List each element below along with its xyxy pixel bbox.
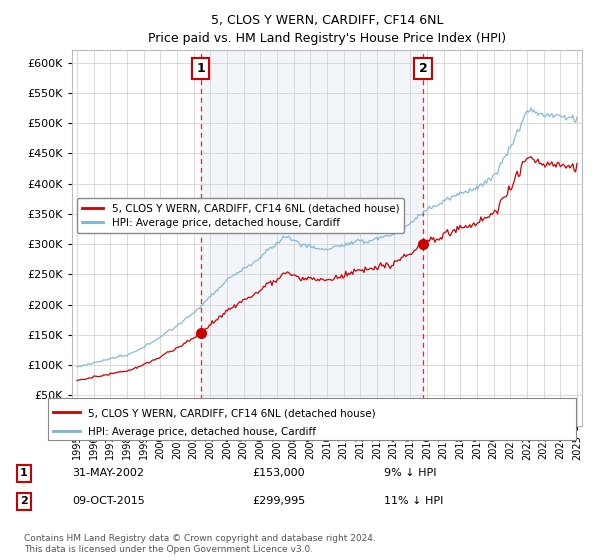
Text: HPI: Average price, detached house, Cardiff: HPI: Average price, detached house, Card… [88,427,316,437]
Title: 5, CLOS Y WERN, CARDIFF, CF14 6NL
Price paid vs. HM Land Registry's House Price : 5, CLOS Y WERN, CARDIFF, CF14 6NL Price … [148,14,506,45]
Text: 2: 2 [20,496,28,506]
Text: 5, CLOS Y WERN, CARDIFF, CF14 6NL (detached house): 5, CLOS Y WERN, CARDIFF, CF14 6NL (detac… [88,409,375,418]
Text: 1: 1 [20,468,28,478]
Text: 2: 2 [419,62,428,75]
Text: £153,000: £153,000 [252,468,305,478]
Bar [200,50,423,426]
Text: 1: 1 [196,62,205,75]
Text: 09-OCT-2015: 09-OCT-2015 [72,496,145,506]
Text: £299,995: £299,995 [252,496,305,506]
Text: 9% ↓ HPI: 9% ↓ HPI [384,468,437,478]
Text: 31-MAY-2002: 31-MAY-2002 [72,468,144,478]
Text: Contains HM Land Registry data © Crown copyright and database right 2024.
This d: Contains HM Land Registry data © Crown c… [24,534,376,554]
Legend: 5, CLOS Y WERN, CARDIFF, CF14 6NL (detached house), HPI: Average price, detached: 5, CLOS Y WERN, CARDIFF, CF14 6NL (detac… [77,198,404,233]
Text: 11% ↓ HPI: 11% ↓ HPI [384,496,443,506]
